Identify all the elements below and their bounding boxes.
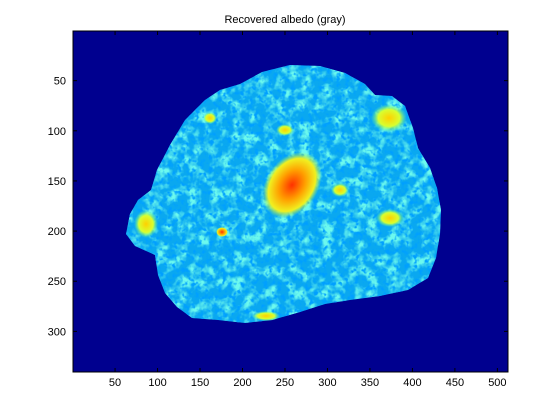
axes-frame [72, 30, 509, 373]
bright-region-far-right [376, 209, 404, 227]
bright-region-right [371, 104, 407, 132]
x-tick-label: 50 [109, 377, 121, 389]
bright-region-mid [331, 183, 349, 197]
x-tick-label: 450 [446, 377, 464, 389]
x-tick-label: 150 [191, 377, 209, 389]
x-tick-label: 100 [148, 377, 166, 389]
y-tick-label: 100 [48, 126, 66, 138]
bright-region-left [134, 210, 158, 238]
y-tick-label: 50 [54, 76, 66, 88]
chart-title: Recovered albedo (gray) [224, 14, 345, 26]
bright-region-center [262, 151, 322, 219]
y-tick-label: 200 [48, 226, 66, 238]
x-tick-label: 400 [403, 377, 421, 389]
y-tick-label: 150 [48, 176, 66, 188]
y-tick-label: 300 [48, 326, 66, 338]
x-axis: 50 100 150 200 250 300 350 400 450 500 [109, 31, 507, 389]
bright-region-upper-left [203, 112, 217, 124]
y-axis: 50 100 150 200 250 300 [48, 76, 508, 338]
x-tick-label: 350 [361, 377, 379, 389]
bright-region-lower [252, 311, 280, 321]
bright-region-top [276, 124, 294, 136]
bright-region-mid-left [216, 227, 228, 237]
x-tick-label: 200 [233, 377, 251, 389]
x-tick-label: 500 [488, 377, 506, 389]
y-tick-label: 250 [48, 276, 66, 288]
plot-area [72, 30, 509, 373]
albedo-image [126, 65, 441, 323]
x-tick-label: 300 [318, 377, 336, 389]
x-tick-label: 250 [276, 377, 294, 389]
